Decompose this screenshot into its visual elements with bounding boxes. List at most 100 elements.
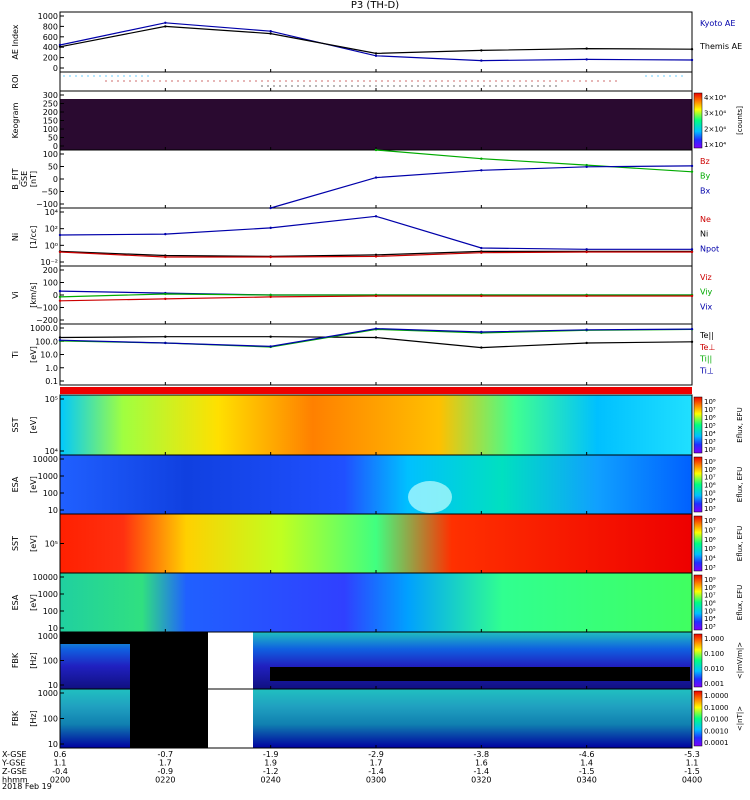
data-point (585, 248, 588, 251)
roi-dot (387, 85, 389, 87)
data-point (585, 165, 588, 169)
colorbar-tick: 10⁷ (704, 592, 716, 600)
colorbar-tick: 10⁶ (704, 600, 716, 608)
roi-dot (525, 80, 527, 82)
fbk-dark-gap (130, 689, 208, 748)
roi-dot (399, 85, 401, 87)
y-tick-label: 0 (53, 175, 58, 184)
data-point (690, 248, 694, 251)
y-axis-label-line: [eV] (29, 417, 38, 434)
colorbar-tick: 10⁹ (704, 576, 716, 584)
y-axis-label-line: B_FIT (11, 168, 20, 189)
y-axis-label-line: [km/s] (29, 282, 38, 308)
data-point (58, 299, 62, 302)
x-row-value: 0400 (682, 776, 702, 785)
y-tick-label: 300 (43, 91, 58, 100)
colorbar-label: [counts] (736, 106, 744, 135)
data-point (374, 148, 378, 152)
data-point (269, 293, 272, 297)
roi-dot (339, 85, 341, 87)
roi-dot (81, 75, 83, 77)
y-tick-label: 10 (48, 681, 58, 690)
data-point (58, 250, 62, 254)
colorbar-sst_i (693, 515, 703, 572)
y-tick-label: −50 (41, 188, 58, 197)
y-tick-label: 50 (48, 134, 58, 143)
data-point (269, 335, 272, 338)
y-tick-label: 10⁻² (40, 258, 58, 267)
roi-dot (159, 80, 161, 82)
legend-entry: Te|| (699, 331, 714, 340)
y-tick-label: 10⁵ (45, 395, 58, 404)
data-point (58, 295, 62, 299)
x-row-value: 1.6 (475, 759, 488, 768)
legend-entry: Te⊥ (699, 343, 715, 352)
data-point (374, 327, 378, 330)
roi-dot (315, 80, 317, 82)
y-tick-label: 200 (43, 54, 58, 63)
roi-dot (417, 85, 419, 87)
roi-dot (225, 80, 227, 82)
y-axis-label-esa_i: ESA [eV] (11, 594, 38, 611)
roi-dot (579, 80, 581, 82)
colorbar-tick: 10⁸ (704, 398, 716, 406)
roi-dot (525, 85, 527, 87)
roi-dot (411, 85, 413, 87)
data-point (585, 294, 588, 298)
colorbar-tick: 10⁷ (704, 526, 716, 534)
x-row-value: -1.5 (579, 767, 595, 776)
legend-entry: Ti|| (699, 355, 712, 364)
colorbar-tick: 10³ (704, 564, 716, 572)
plot-title: P3 (TH-D) (350, 0, 400, 11)
y-axis-label-keogram: Keogram (11, 102, 20, 138)
colorbar-tick: 0.001 (704, 680, 724, 688)
roi-dot (543, 85, 545, 87)
roi-dot (255, 80, 257, 82)
data-point (164, 21, 167, 24)
roi-dot (165, 80, 167, 82)
roi-dot (531, 80, 533, 82)
roi-dot (567, 80, 569, 82)
fbk-dark-band (270, 667, 690, 681)
roi-dot (183, 80, 185, 82)
y-axis-label-bfit: B_FIT GSE [nT] (11, 168, 38, 189)
y-tick-label: 10 (48, 624, 58, 633)
colorbar-sst_e (693, 396, 703, 454)
x-row-value: 0.6 (54, 750, 67, 759)
legend-entry: Ti⊥ (699, 366, 714, 375)
colorbar-label-text: <|mV/m|> (736, 642, 744, 679)
data-point (585, 341, 588, 345)
y-axis-label-line: AE Index (11, 24, 20, 59)
roi-dot (303, 85, 305, 87)
roi-dot (513, 80, 515, 82)
data-point (269, 226, 272, 230)
x-row-value: -1.2 (263, 767, 279, 776)
colorbar-label: <|nT|> (736, 706, 744, 731)
roi-dot (663, 75, 665, 77)
roi-dot (189, 80, 191, 82)
roi-dot (381, 85, 383, 87)
y-tick-label: 800 (43, 22, 58, 31)
roi-dot (315, 85, 317, 87)
roi-dot (63, 75, 65, 77)
roi-dot (543, 80, 545, 82)
y-axis-label-line: ESA (11, 594, 20, 610)
roi-dot (321, 80, 323, 82)
data-point (374, 336, 378, 339)
legend-entry: Bz (700, 157, 710, 166)
colorbar-tick: 0.0010 (704, 727, 729, 735)
panel-frame-ti (59, 323, 693, 386)
colorbar-esa_i (693, 574, 703, 631)
spectrogram-keogram (60, 91, 692, 150)
roi-dot (501, 85, 503, 87)
roi-dot (345, 80, 347, 82)
roi-dot (609, 80, 611, 82)
y-axis-label-fbk_e: FBK [Hz] (11, 652, 38, 669)
y-tick-label: 1.0 (45, 364, 58, 373)
legend-entry: Npot (700, 244, 719, 253)
colorbar-tick: 3×10⁴ (704, 110, 726, 118)
roi-dot (357, 85, 359, 87)
roi-dot (477, 80, 479, 82)
colorbar-tick: 10⁸ (704, 466, 716, 474)
